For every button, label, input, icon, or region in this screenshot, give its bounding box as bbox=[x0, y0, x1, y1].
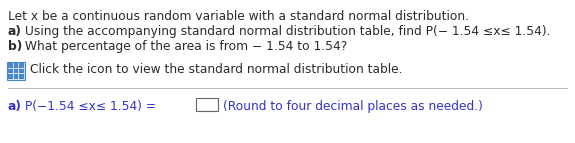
Bar bbox=[14, 69, 18, 73]
Bar bbox=[14, 74, 18, 79]
Bar bbox=[20, 63, 24, 67]
Bar bbox=[8, 63, 13, 67]
Bar bbox=[14, 63, 18, 67]
Bar bbox=[7, 62, 25, 80]
Text: P(−1.54 ≤x≤ 1.54) =: P(−1.54 ≤x≤ 1.54) = bbox=[21, 100, 160, 113]
Bar bbox=[196, 98, 218, 111]
Text: a): a) bbox=[8, 25, 22, 38]
Text: (Round to four decimal places as needed.): (Round to four decimal places as needed.… bbox=[223, 100, 483, 113]
Text: a): a) bbox=[8, 100, 22, 113]
Text: What percentage of the area is from − 1.54 to 1.54?: What percentage of the area is from − 1.… bbox=[21, 40, 347, 53]
Bar bbox=[8, 69, 13, 73]
Bar bbox=[20, 69, 24, 73]
Text: Let x be a continuous random variable with a standard normal distribution.: Let x be a continuous random variable wi… bbox=[8, 10, 469, 23]
Text: b): b) bbox=[8, 40, 22, 53]
Bar bbox=[20, 74, 24, 79]
Text: Using the accompanying standard normal distribution table, find P(− 1.54 ≤x≤ 1.5: Using the accompanying standard normal d… bbox=[21, 25, 550, 38]
Text: Click the icon to view the standard normal distribution table.: Click the icon to view the standard norm… bbox=[30, 63, 402, 76]
Bar bbox=[8, 74, 13, 79]
